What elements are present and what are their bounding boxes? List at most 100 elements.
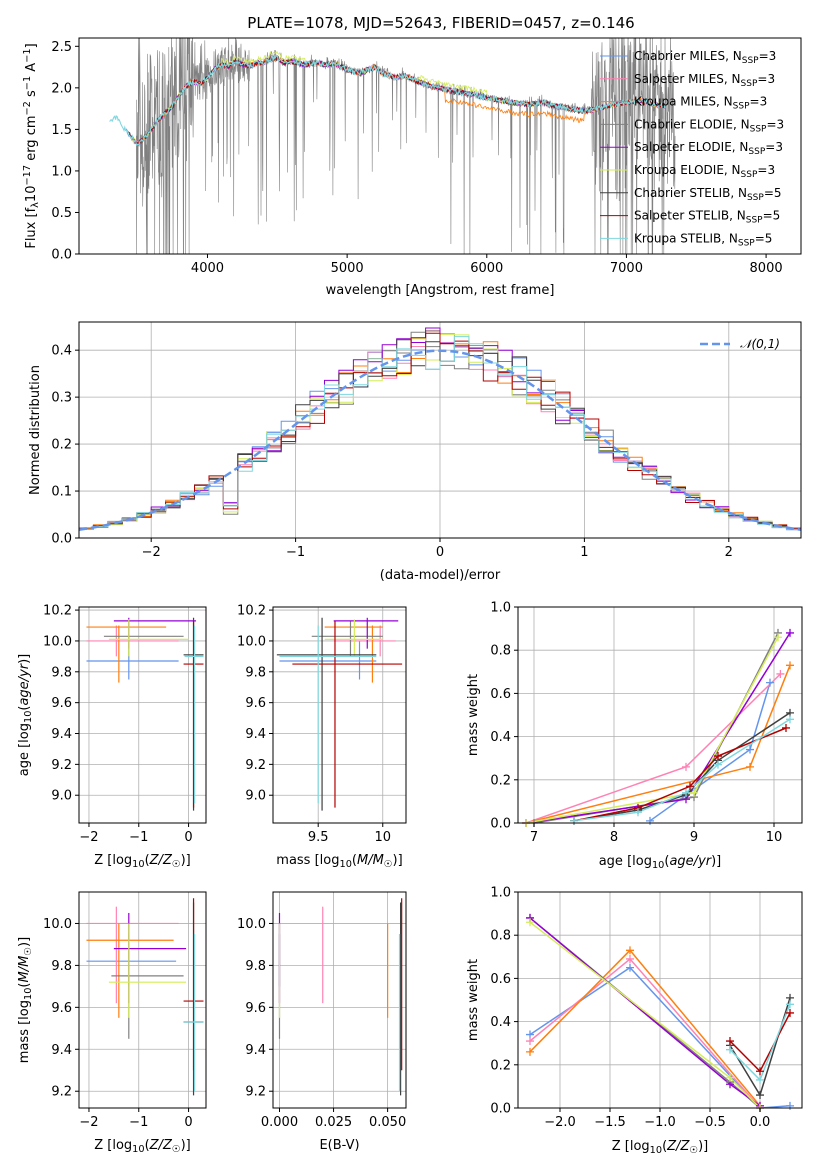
weight-marker-2 — [682, 762, 690, 771]
weight-marker-5 — [786, 628, 794, 637]
weight-marker-9 — [714, 760, 722, 769]
model-line-2 — [128, 55, 666, 145]
legend-label-7: Chabrier STELIB, NSSP=5 — [634, 186, 782, 203]
y-tick-label: 1.0 — [490, 601, 511, 616]
y-axis-label: age [log10(age/yr)] — [17, 654, 34, 777]
x-tick-label: 8000 — [750, 261, 783, 276]
histogram-step-8 — [79, 332, 801, 529]
y-tick-label: 10.0 — [43, 917, 72, 932]
weight-marker-7 — [756, 1091, 764, 1100]
axes-weight-vs-Z: −2.0 −1.5 −1.0 −0.5 0.0 0.0 0.2 0.4 0.6 0.8 1.0 Z [… — [466, 886, 803, 1156]
weight-marker-1 — [646, 816, 654, 825]
x-tick-label: −2 — [79, 1115, 98, 1130]
plot-area — [86, 898, 204, 1096]
x-tick-label: 8 — [610, 830, 618, 845]
weight-marker-6 — [726, 1073, 734, 1082]
x-tick-label: 10 — [766, 830, 783, 845]
weight-marker-8 — [756, 1067, 764, 1076]
data-spectrum-line — [136, 38, 676, 254]
weight-marker-2 — [776, 669, 785, 678]
y-tick-label: 0.2 — [490, 1058, 511, 1073]
y-tick-label: 9.4 — [245, 727, 266, 742]
model-line-5 — [128, 55, 666, 145]
weight-marker-3 — [786, 661, 794, 670]
weight-marker-8 — [714, 752, 722, 761]
y-tick-label: 0.2 — [51, 438, 72, 453]
y-tick-label: 0.0 — [51, 532, 72, 547]
y-tick-label: 9.2 — [51, 758, 72, 773]
axes-weight-vs-age: 7 8 9 10 0.0 0.2 0.4 0.6 0.8 1.0 age [log10(age/yr… — [466, 601, 803, 871]
y-tick-label: 0.8 — [490, 929, 511, 944]
x-tick-label: 0.050 — [369, 1115, 406, 1130]
weight-marker-8 — [686, 782, 694, 791]
x-tick-label: −2.0 — [544, 1115, 576, 1130]
x-axis-label: Z [log10(Z/Z☉)] — [94, 853, 191, 870]
x-tick-label: 6000 — [470, 261, 503, 276]
weight-line-5 — [525, 632, 791, 823]
legend-label-5: Salpeter ELODIE, NSSP=3 — [634, 140, 783, 157]
legend-label-1: Chabrier MILES, NSSP=3 — [634, 49, 776, 66]
model-line-8 — [128, 55, 666, 147]
x-tick-label: 9 — [690, 830, 698, 845]
y-tick-label: 10.2 — [43, 604, 72, 619]
x-tick-label: 5000 — [331, 261, 364, 276]
weight-marker-9 — [726, 1045, 734, 1054]
legend-label-2: Salpeter MILES, NSSP=3 — [634, 72, 775, 89]
figure-title: PLATE=1078, MJD=52643, FIBERID=0457, z=0… — [247, 14, 634, 32]
y-tick-label: 9.6 — [51, 696, 72, 711]
y-tick-label: 9.2 — [51, 1085, 72, 1100]
weight-line-4 — [533, 632, 779, 823]
weight-marker-1 — [766, 678, 774, 687]
y-tick-label: 0.0 — [490, 1102, 511, 1117]
y-tick-label: 0.5 — [51, 206, 72, 221]
y-tick-label: 2.0 — [51, 81, 72, 96]
weight-line-2 — [529, 957, 761, 1108]
x-tick-label: 4000 — [191, 261, 224, 276]
y-axis-label: mass weight — [466, 674, 481, 756]
weight-marker-1 — [746, 745, 754, 754]
y-tick-label: 10.0 — [237, 917, 266, 932]
axes-age-vs-mass: 9.5 10 9.0 9.2 9.4 9.6 9.8 10.0 10.2 mass [log10(… — [237, 604, 407, 870]
x-tick-label: −2 — [142, 545, 161, 560]
y-axis-label: mass [log10(M/M☉)] — [17, 937, 34, 1063]
x-axis-label: age [log10(age/yr)] — [599, 854, 722, 871]
x-tick-label: 0 — [184, 1115, 192, 1130]
axes-age-vs-Z: −2 −1 0 9.0 9.2 9.4 9.6 9.8 10.0 10.2 Z [log10(Z/Z… — [17, 604, 207, 870]
y-tick-label: 0.0 — [490, 817, 511, 832]
y-tick-label: 0.4 — [490, 730, 511, 745]
axes-mass-vs-ebv: 0.000 0.025 0.050 9.2 9.4 9.6 9.8 10.0 E(B-V) — [237, 891, 407, 1153]
axes-mass-vs-Z: −2 −1 0 9.2 9.4 9.6 9.8 10.0 Z [log10(Z/Z☉)] mass… — [17, 891, 207, 1155]
x-tick-label: −1.0 — [644, 1115, 676, 1130]
weight-marker-3 — [526, 1047, 534, 1056]
y-tick-label: 9.0 — [245, 789, 266, 804]
y-tick-label: 9.6 — [245, 1001, 266, 1016]
weight-marker-8 — [782, 723, 790, 732]
x-axis-label: mass [log10(M/M☉)] — [276, 853, 402, 870]
y-tick-label: 9.8 — [51, 959, 72, 974]
legend-label-3: Kroupa MILES, NSSP=3 — [634, 95, 767, 112]
y-tick-label: 9.4 — [51, 727, 72, 742]
y-axis-label: mass weight — [466, 959, 481, 1041]
x-tick-label: −1.5 — [594, 1115, 626, 1130]
legend: Chabrier MILES, NSSP=3 Salpeter MILES, NS… — [600, 49, 784, 248]
x-axis-label: Z [log10(Z/Z☉)] — [612, 1139, 709, 1156]
y-tick-label: 9.2 — [245, 1085, 266, 1100]
axes-frame — [78, 606, 207, 824]
y-tick-label: 10.0 — [43, 634, 72, 649]
x-axis-label: wavelength [Angstrom, rest frame] — [326, 283, 555, 298]
x-tick-label: 0.0 — [750, 1115, 771, 1130]
y-tick-label: 9.8 — [245, 665, 266, 680]
x-tick-label: 9.5 — [308, 830, 329, 845]
y-tick-label: 0.0 — [51, 248, 72, 263]
weight-marker-2 — [626, 954, 634, 963]
y-tick-label: 9.8 — [245, 959, 266, 974]
axes-frame — [517, 606, 803, 824]
axes-frame — [272, 891, 407, 1109]
weight-marker-1 — [626, 963, 634, 972]
x-tick-label: −1 — [286, 545, 305, 560]
weight-marker-9 — [786, 715, 794, 724]
weight-line-6 — [525, 636, 779, 823]
weight-marker-3 — [626, 946, 634, 955]
x-tick-label: 0.025 — [315, 1115, 352, 1130]
